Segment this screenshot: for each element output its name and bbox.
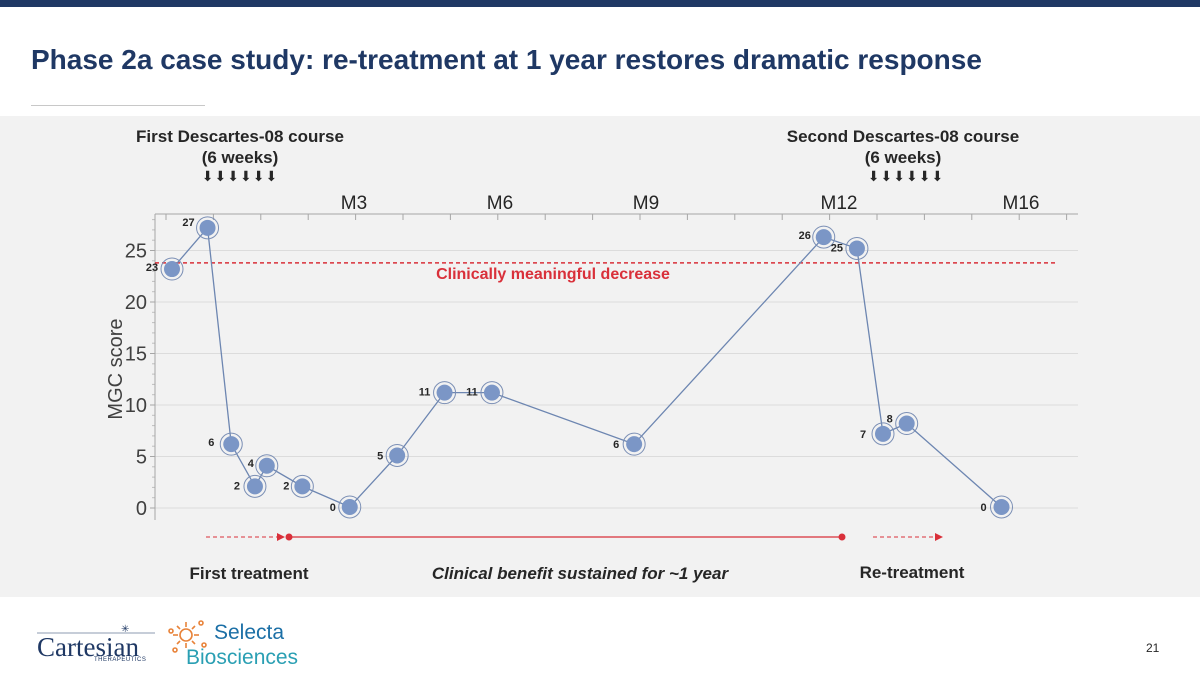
first-course-dose-arrows: ⬇⬇⬇⬇⬇⬇ xyxy=(202,169,278,185)
data-point xyxy=(993,498,1010,515)
ytick-label-25: 25 xyxy=(125,241,147,263)
top-axis-ticks xyxy=(165,214,1068,220)
first-treatment-arrowhead xyxy=(277,533,285,541)
data-point xyxy=(389,447,406,464)
data-point xyxy=(199,219,216,236)
data-point-ring xyxy=(480,381,504,405)
month-label-m3: M3 xyxy=(341,193,367,214)
data-point xyxy=(164,261,180,278)
second-course-dose-arrows: ⬇⬇⬇⬇⬇⬇ xyxy=(868,169,944,185)
sustained-start-dot xyxy=(285,533,293,541)
data-point-ring xyxy=(895,412,919,436)
data-point xyxy=(246,478,263,495)
selecta-starburst-icon xyxy=(168,620,207,653)
series-line xyxy=(171,226,1002,508)
month-labels: M3 M6 M9 M12 M16 xyxy=(341,193,1040,214)
data-label: 0 xyxy=(980,502,986,514)
data-label: 27 xyxy=(182,217,194,229)
data-point-ring xyxy=(433,381,457,405)
first-treatment-label: First treatment xyxy=(189,564,308,583)
data-point xyxy=(815,229,832,246)
chart-panel xyxy=(0,116,1200,597)
selecta-logo-line1: Selecta xyxy=(214,621,285,644)
data-label: 5 xyxy=(377,450,383,462)
data-label: 11 xyxy=(466,387,478,399)
month-label-m9: M9 xyxy=(633,193,659,214)
slide-title: Phase 2a case study: re-treatment at 1 y… xyxy=(31,44,982,75)
title-underline xyxy=(31,105,205,106)
ytick-label-15: 15 xyxy=(125,344,147,366)
data-label: 2 xyxy=(234,480,240,492)
second-course-duration: (6 weeks) xyxy=(865,148,942,167)
month-label-m12: M12 xyxy=(821,193,858,214)
data-point-ring xyxy=(290,474,314,498)
y-axis-label: MGC score xyxy=(105,318,127,419)
data-label: 4 xyxy=(248,458,255,470)
data-label: 6 xyxy=(208,437,214,449)
data-point-ring xyxy=(338,495,362,519)
data-label: 6 xyxy=(613,439,619,451)
data-point-ring xyxy=(845,236,869,260)
y-gridlines xyxy=(150,219,1078,509)
data-label: 11 xyxy=(419,387,431,399)
sustained-benefit-label: Clinical benefit sustained for ~1 year xyxy=(432,564,730,583)
data-label: 26 xyxy=(799,230,811,242)
data-point xyxy=(436,384,453,401)
data-point xyxy=(483,384,500,401)
data-point-ring xyxy=(385,443,409,467)
data-point xyxy=(898,415,915,432)
data-label: 7 xyxy=(860,429,866,441)
month-label-m6: M6 xyxy=(487,193,513,214)
cartesian-star-icon: ✳ xyxy=(121,624,129,635)
selecta-logo-line2: Biosciences xyxy=(186,646,299,669)
ytick-label-10: 10 xyxy=(125,395,147,417)
data-label: 25 xyxy=(831,242,843,254)
data-point xyxy=(875,425,891,442)
y-tick-labels: 0 5 10 15 20 25 xyxy=(125,241,147,521)
cartesian-logo: Cartesian xyxy=(37,632,139,662)
retreatment-label: Re-treatment xyxy=(860,563,965,582)
data-point xyxy=(294,478,311,495)
first-course-duration: (6 weeks) xyxy=(202,148,279,167)
data-point-ring xyxy=(160,257,184,281)
data-label: 8 xyxy=(887,414,893,426)
data-point xyxy=(626,436,643,453)
data-point-ring xyxy=(622,432,646,456)
ytick-label-20: 20 xyxy=(125,292,147,314)
threshold-label: Clinically meaningful decrease xyxy=(436,266,670,283)
data-point-ring xyxy=(812,225,836,249)
second-course-label: Second Descartes-08 course xyxy=(787,127,1019,146)
cartesian-logo-subtitle: THERAPEUTICS xyxy=(94,657,147,663)
sustained-end-dot xyxy=(838,533,846,541)
page-number: 21 xyxy=(1146,641,1160,655)
data-point-ring xyxy=(219,432,243,456)
data-label: 0 xyxy=(330,502,336,514)
ytick-label-5: 5 xyxy=(136,447,147,469)
data-point-ring xyxy=(990,495,1013,519)
data-point-ring xyxy=(255,454,279,478)
data-point-ring xyxy=(871,422,895,446)
first-course-label: First Descartes-08 course xyxy=(136,127,344,146)
data-point-ring xyxy=(243,474,267,498)
data-point xyxy=(258,457,275,474)
data-point xyxy=(341,498,358,515)
top-accent-bar xyxy=(0,0,1200,7)
data-point xyxy=(848,240,865,257)
data-point-ring xyxy=(196,216,220,240)
ytick-label-0: 0 xyxy=(136,498,147,520)
data-point xyxy=(223,436,240,453)
data-points xyxy=(160,216,1013,519)
month-label-m16: M16 xyxy=(1003,193,1040,214)
retreatment-arrowhead xyxy=(935,533,943,541)
data-label: 23 xyxy=(146,262,158,274)
data-label: 2 xyxy=(283,480,289,492)
